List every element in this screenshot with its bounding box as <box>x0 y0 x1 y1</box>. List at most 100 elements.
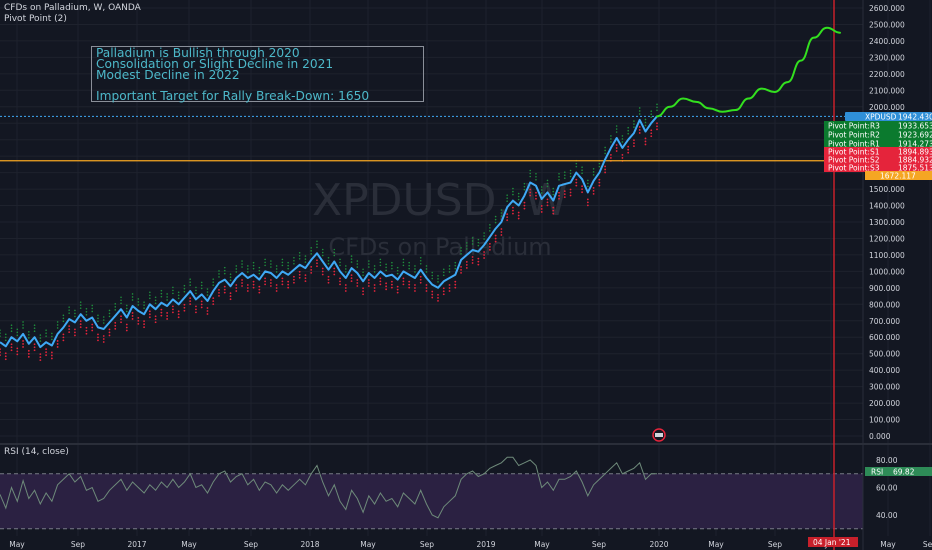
pivot-support-dot <box>4 355 7 358</box>
pivot-s2-tag: Pivot Point:S2 1884.932 <box>824 155 932 165</box>
annotation-line-4: Important Target for Rally Break-Down: 1… <box>96 89 370 103</box>
pivot-resistance-dot <box>644 124 647 127</box>
pivot-resistance-dot <box>114 306 117 308</box>
pivot-resistance-dot <box>321 251 324 254</box>
pivot-resistance-dot <box>466 242 468 244</box>
pivot-support-dot <box>546 198 549 201</box>
pivot-support-dot <box>425 284 428 286</box>
pivot-support-dot <box>125 329 128 332</box>
pivot-support-dot <box>396 291 399 294</box>
pivot-resistance-dot <box>293 259 295 262</box>
pivot-support-dot <box>22 346 24 348</box>
pivot-resistance-dot <box>131 293 134 295</box>
rsi-tick-label: 60.00 <box>876 484 898 493</box>
pivot-support-dot <box>604 171 607 174</box>
pivot-resistance-dot <box>270 266 272 268</box>
pivot-resistance-dot <box>51 332 53 335</box>
pivot-resistance-dot <box>523 182 526 185</box>
pivot-support-dot <box>160 311 163 314</box>
rsi-legend[interactable]: RSI (14, close) <box>4 447 69 457</box>
pivot-resistance-dot <box>281 258 284 261</box>
pivot-resistance-dot <box>633 123 635 125</box>
pivot-resistance-dot <box>218 270 220 272</box>
pivot-resistance-dot <box>45 329 47 331</box>
pivot-point-legend[interactable]: Pivot Point (2) <box>4 14 67 24</box>
pivot-support-dot <box>177 310 180 313</box>
pivot-support-dot <box>212 297 215 300</box>
pivot-support-dot <box>425 290 428 292</box>
pivot-support-dot <box>275 290 278 292</box>
pivot-support-dot <box>229 298 232 301</box>
pivot-resistance-dot <box>16 328 19 331</box>
pivot-resistance-dot <box>28 334 30 336</box>
pivot-resistance-dot <box>200 281 203 284</box>
pivot-resistance-dot <box>125 310 128 313</box>
pivot-support-dot <box>552 212 555 215</box>
pivot-support-dot <box>148 313 151 316</box>
pivot-resistance-dot <box>471 243 474 245</box>
pivot-resistance-dot <box>102 319 105 321</box>
pivot-support-dot <box>483 254 486 256</box>
pivot-resistance-dot <box>615 125 618 127</box>
pivot-support-dot <box>586 201 589 204</box>
pivot-support-dot <box>33 343 36 346</box>
symbol-legend[interactable]: CFDs on Palladium, W, OANDA <box>4 3 141 13</box>
price-tick-label: 1000.000 <box>869 267 905 276</box>
pivot-support-dot <box>604 165 607 168</box>
pivot-support-dot <box>465 264 468 266</box>
pivot-support-dot <box>16 353 19 356</box>
pivot-support-dot <box>4 352 7 355</box>
pivot-support-dot <box>189 297 192 300</box>
pivot-resistance-dot <box>22 321 24 323</box>
pivot-resistance-dot <box>379 258 382 261</box>
pivot-resistance-dot <box>408 261 410 264</box>
pivot-resistance-dot <box>489 227 491 229</box>
pivot-resistance-dot <box>74 312 76 315</box>
pivot-support-dot <box>241 279 243 281</box>
pivot-resistance-dot <box>264 258 266 261</box>
pivot-support-dot <box>195 311 197 314</box>
pivot-resistance-dot <box>304 261 307 263</box>
pivot-resistance-dot <box>402 264 405 267</box>
pivot-support-dot <box>638 129 641 131</box>
pivot-resistance-dot <box>356 260 359 262</box>
pivot-support-dot <box>195 305 197 308</box>
pivot-support-dot <box>235 284 238 286</box>
pivot-resistance-dot <box>39 334 42 336</box>
pivot-resistance-dot <box>615 131 618 133</box>
pivot-s3-value: 1875.513 <box>898 164 932 173</box>
pivot-support-dot <box>546 204 549 207</box>
pivot-resistance-dot <box>373 268 376 270</box>
pivot-support-dot <box>644 143 647 146</box>
pivot-support-dot <box>419 278 422 281</box>
pivot-support-dot <box>218 292 220 294</box>
time-tick-label: Sep <box>592 540 606 549</box>
pivot-support-dot <box>102 338 105 340</box>
pivot-resistance-dot <box>91 307 94 310</box>
pivot-resistance-dot <box>212 284 215 286</box>
pivot-support-dot <box>523 207 526 210</box>
pivot-resistance-dot <box>529 175 532 178</box>
pivot-support-dot <box>91 326 94 329</box>
pivot-resistance-dot <box>442 274 445 277</box>
annotation-box[interactable]: Palladium is Bullish through 2020 Consol… <box>91 46 424 102</box>
pivot-support-dot <box>246 290 249 292</box>
pivot-support-dot <box>327 275 330 278</box>
pivot-s3-label: Pivot Point:S3 <box>828 164 880 173</box>
event-icon[interactable] <box>652 428 666 442</box>
pivot-support-dot <box>85 326 88 329</box>
pivot-resistance-dot <box>235 265 238 267</box>
pivot-support-dot <box>581 191 583 194</box>
pivot-support-dot <box>512 206 514 209</box>
pivot-support-dot <box>454 280 457 283</box>
rsi-tag-label: RSI <box>871 468 883 477</box>
pivot-support-dot <box>442 290 445 293</box>
pivot-resistance-dot <box>218 273 220 275</box>
pivot-support-dot <box>0 351 1 354</box>
pivot-support-dot <box>633 145 635 148</box>
pivot-support-dot <box>0 348 1 351</box>
pivot-resistance-dot <box>368 266 370 268</box>
price-tick-label: 200.000 <box>869 399 900 408</box>
pivot-support-dot <box>373 287 376 289</box>
pivot-support-dot <box>56 340 59 342</box>
